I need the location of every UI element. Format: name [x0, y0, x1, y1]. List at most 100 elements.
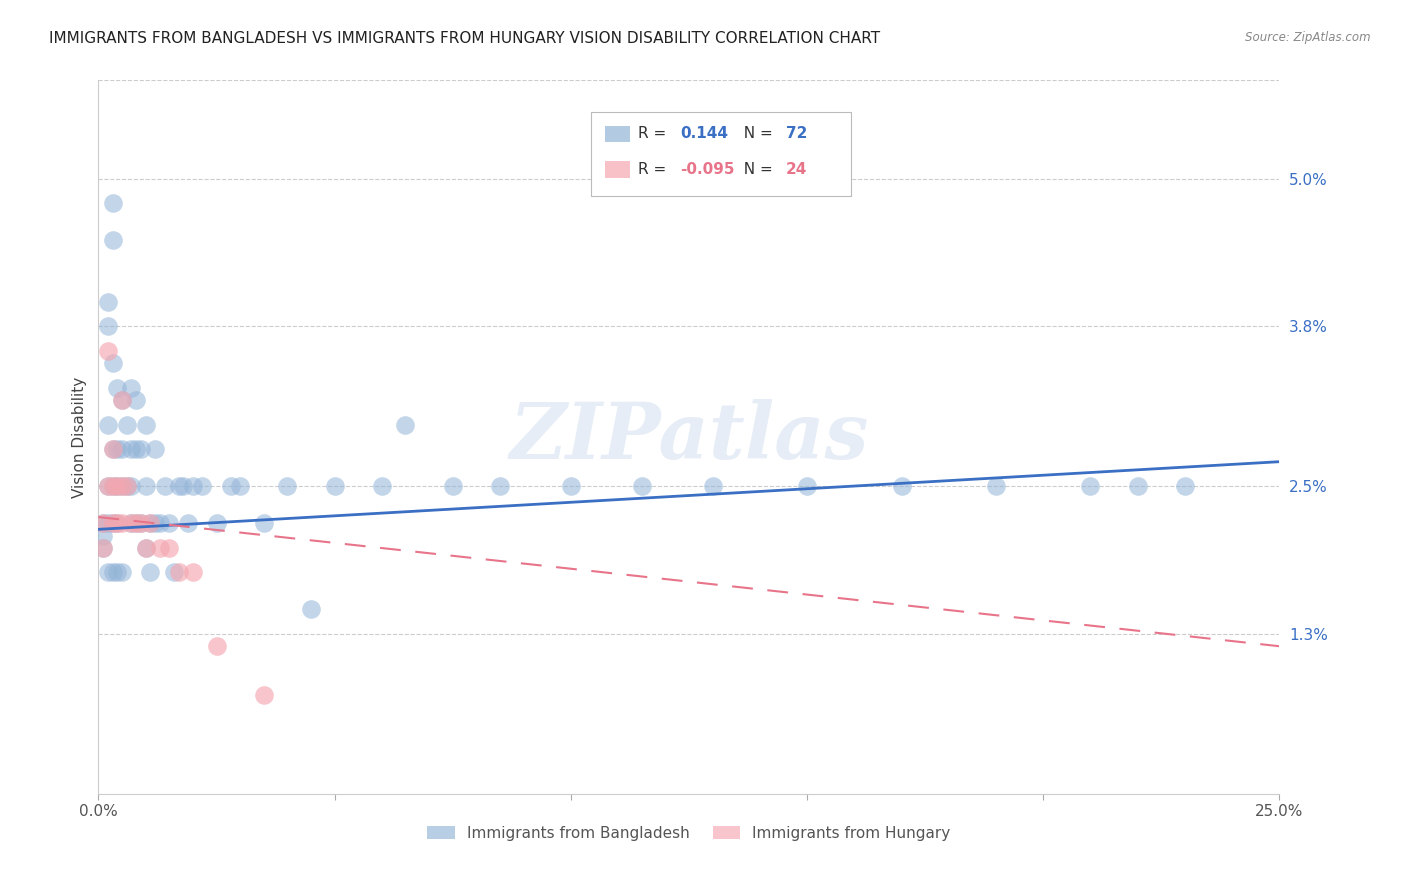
- Text: -0.095: -0.095: [681, 162, 735, 177]
- Point: [101, 479, 124, 493]
- Point: [101, 442, 124, 457]
- Point: [172, 479, 194, 493]
- Point: [101, 356, 124, 370]
- Point: [890, 479, 912, 493]
- Point: [157, 516, 180, 531]
- Text: Source: ZipAtlas.com: Source: ZipAtlas.com: [1246, 31, 1371, 45]
- Point: [323, 479, 346, 493]
- Text: R =: R =: [638, 162, 672, 177]
- Point: [253, 516, 276, 531]
- Point: [135, 417, 157, 432]
- Point: [105, 479, 128, 493]
- Point: [101, 516, 124, 531]
- Point: [157, 541, 180, 555]
- Point: [394, 417, 416, 432]
- Point: [219, 479, 242, 493]
- Point: [97, 516, 120, 531]
- Point: [129, 516, 152, 531]
- Point: [167, 479, 190, 493]
- Point: [115, 479, 138, 493]
- Point: [111, 479, 134, 493]
- Text: 0.144: 0.144: [681, 127, 728, 141]
- Text: R =: R =: [638, 127, 672, 141]
- Point: [143, 516, 166, 531]
- Point: [149, 516, 172, 531]
- Point: [253, 689, 276, 703]
- Point: [101, 566, 124, 580]
- Legend: Immigrants from Bangladesh, Immigrants from Hungary: Immigrants from Bangladesh, Immigrants f…: [422, 820, 956, 847]
- Point: [205, 639, 228, 653]
- Point: [97, 479, 120, 493]
- Point: [101, 516, 124, 531]
- Point: [101, 233, 124, 247]
- Text: ZIPatlas: ZIPatlas: [509, 399, 869, 475]
- Point: [181, 566, 204, 580]
- Point: [139, 516, 162, 531]
- Point: [111, 442, 134, 457]
- Point: [135, 479, 157, 493]
- Point: [97, 294, 120, 309]
- Point: [97, 319, 120, 334]
- Point: [441, 479, 464, 493]
- Point: [111, 393, 134, 408]
- Point: [276, 479, 298, 493]
- Point: [97, 566, 120, 580]
- Point: [91, 541, 114, 555]
- Point: [181, 479, 204, 493]
- Point: [97, 343, 120, 358]
- Point: [91, 541, 114, 555]
- Point: [1080, 479, 1102, 493]
- Point: [121, 516, 143, 531]
- Point: [135, 541, 157, 555]
- Point: [139, 516, 162, 531]
- Point: [143, 442, 166, 457]
- Point: [125, 516, 148, 531]
- Text: IMMIGRANTS FROM BANGLADESH VS IMMIGRANTS FROM HUNGARY VISION DISABILITY CORRELAT: IMMIGRANTS FROM BANGLADESH VS IMMIGRANTS…: [49, 31, 880, 46]
- Point: [796, 479, 818, 493]
- Point: [91, 528, 114, 542]
- Point: [121, 479, 143, 493]
- Point: [121, 516, 143, 531]
- Point: [101, 196, 124, 211]
- Point: [91, 516, 114, 531]
- Point: [205, 516, 228, 531]
- Point: [560, 479, 582, 493]
- Point: [105, 479, 128, 493]
- Point: [191, 479, 214, 493]
- Text: N =: N =: [734, 127, 778, 141]
- Point: [229, 479, 252, 493]
- Point: [111, 516, 134, 531]
- Point: [105, 381, 128, 395]
- Point: [111, 566, 134, 580]
- Point: [1126, 479, 1149, 493]
- Point: [115, 479, 138, 493]
- Point: [149, 541, 172, 555]
- Point: [101, 442, 124, 457]
- Point: [105, 516, 128, 531]
- Point: [111, 479, 134, 493]
- Point: [129, 442, 152, 457]
- Point: [121, 381, 143, 395]
- Point: [177, 516, 200, 531]
- Text: N =: N =: [734, 162, 778, 177]
- Point: [135, 541, 157, 555]
- Point: [111, 393, 134, 408]
- Point: [101, 479, 124, 493]
- Point: [129, 516, 152, 531]
- Point: [105, 566, 128, 580]
- Point: [299, 602, 322, 616]
- Point: [105, 442, 128, 457]
- Text: 24: 24: [786, 162, 807, 177]
- Point: [1174, 479, 1197, 493]
- Text: 72: 72: [786, 127, 807, 141]
- Point: [115, 417, 138, 432]
- Point: [125, 393, 148, 408]
- Point: [489, 479, 512, 493]
- Point: [153, 479, 176, 493]
- Point: [984, 479, 1007, 493]
- Point: [105, 516, 128, 531]
- Y-axis label: Vision Disability: Vision Disability: [72, 376, 87, 498]
- Point: [91, 516, 114, 531]
- Point: [139, 566, 162, 580]
- Point: [97, 479, 120, 493]
